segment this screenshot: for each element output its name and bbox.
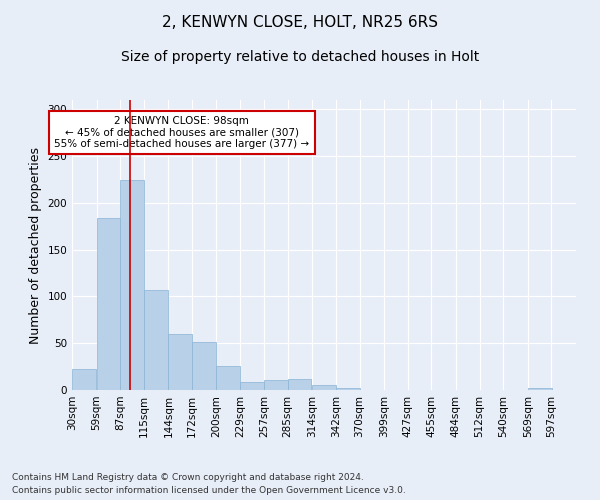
- Bar: [264, 380, 288, 390]
- Bar: [169, 334, 192, 390]
- Bar: [336, 388, 359, 390]
- Text: 2, KENWYN CLOSE, HOLT, NR25 6RS: 2, KENWYN CLOSE, HOLT, NR25 6RS: [162, 15, 438, 30]
- Y-axis label: Number of detached properties: Number of detached properties: [29, 146, 42, 344]
- Bar: [312, 386, 336, 390]
- Bar: [528, 388, 551, 390]
- Bar: [287, 379, 311, 390]
- Text: Contains public sector information licensed under the Open Government Licence v3: Contains public sector information licen…: [12, 486, 406, 495]
- Bar: [97, 218, 121, 390]
- Bar: [192, 342, 216, 390]
- Bar: [216, 366, 239, 390]
- Bar: [240, 382, 264, 390]
- Bar: [72, 370, 96, 390]
- Bar: [120, 180, 144, 390]
- Text: Contains HM Land Registry data © Crown copyright and database right 2024.: Contains HM Land Registry data © Crown c…: [12, 474, 364, 482]
- Bar: [144, 290, 168, 390]
- Text: 2 KENWYN CLOSE: 98sqm
← 45% of detached houses are smaller (307)
55% of semi-det: 2 KENWYN CLOSE: 98sqm ← 45% of detached …: [55, 116, 310, 149]
- Text: Size of property relative to detached houses in Holt: Size of property relative to detached ho…: [121, 50, 479, 64]
